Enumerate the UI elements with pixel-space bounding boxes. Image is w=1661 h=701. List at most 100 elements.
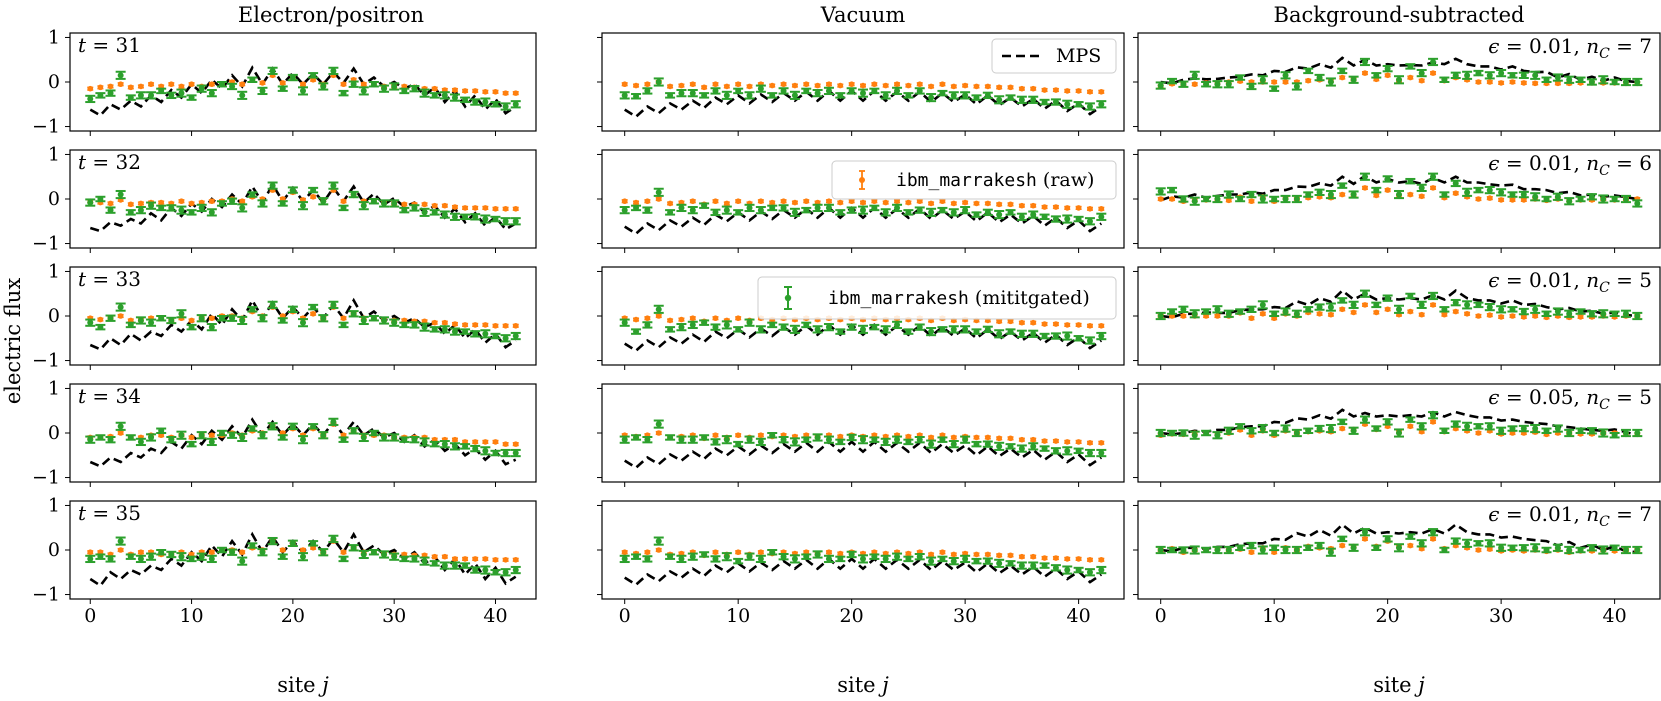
- raw-point: [882, 199, 889, 206]
- mitigated-point: [330, 182, 337, 189]
- mitigated-point: [1634, 200, 1641, 207]
- mitigated-point: [1305, 306, 1312, 313]
- raw-point: [209, 198, 215, 205]
- mitigated-point: [370, 430, 377, 436]
- mitigated-point: [780, 553, 787, 560]
- raw-point: [512, 441, 519, 447]
- raw-point: [1030, 553, 1037, 560]
- mitigated-point: [1180, 430, 1187, 436]
- mitigated-point: [1064, 333, 1071, 340]
- mitigated-point: [814, 551, 821, 558]
- mitigated-point: [1086, 337, 1093, 344]
- raw-point: [826, 549, 832, 556]
- mitigated-point: [239, 317, 246, 324]
- mitigated-point: [939, 555, 946, 562]
- mitigated-point: [984, 441, 991, 448]
- mitigated-point: [269, 538, 276, 545]
- raw-point: [97, 84, 104, 91]
- mitigated-point: [1041, 562, 1048, 569]
- mitigated-point: [431, 92, 438, 99]
- x-axis-label: site j: [277, 673, 329, 697]
- raw-point: [1087, 440, 1093, 446]
- raw-point: [107, 83, 114, 90]
- mitigated-point: [633, 328, 640, 335]
- mitigated-point: [381, 317, 388, 324]
- mitigated-point: [780, 324, 787, 331]
- mitigated-point: [158, 549, 165, 556]
- mitigated-point: [1622, 196, 1629, 202]
- panel-row1-electron-positron: 1 0 −1 t = 31: [32, 26, 537, 138]
- raw-point: [209, 315, 215, 322]
- mitigated-point: [1566, 76, 1573, 83]
- raw-point: [712, 198, 719, 205]
- mitigated-point: [667, 92, 674, 99]
- mitigated-point: [882, 555, 889, 562]
- mitigated-point: [871, 324, 878, 331]
- y-tick-label: 0: [48, 71, 60, 93]
- raw-point: [1041, 87, 1048, 93]
- mitigated-point: [117, 72, 124, 79]
- raw-point: [452, 556, 458, 562]
- mitigated-point: [916, 207, 923, 214]
- raw-point: [1521, 197, 1527, 203]
- mitigated-point: [996, 560, 1003, 567]
- mitigated-point: [1486, 72, 1493, 79]
- mitigated-point: [350, 544, 357, 551]
- mitigated-point: [381, 551, 388, 558]
- raw-point: [1452, 190, 1459, 197]
- mitigated-point: [1225, 427, 1232, 434]
- time-label: t = 33: [78, 267, 141, 291]
- mitigated-point: [814, 434, 821, 441]
- mitigated-point: [1622, 79, 1629, 85]
- mitigated-point: [1361, 173, 1368, 180]
- mitigated-point: [848, 551, 855, 558]
- mitigated-point: [678, 555, 685, 562]
- raw-point: [1373, 309, 1380, 316]
- raw-point: [1407, 191, 1414, 198]
- epsilon-nc-label: ϵ = 0.01, nC = 7: [1488, 34, 1652, 62]
- mitigated-point: [148, 434, 155, 441]
- mitigated-point: [462, 562, 469, 569]
- mitigated-point: [973, 211, 980, 218]
- mitigated-point: [1214, 306, 1221, 313]
- mitigated-point: [482, 99, 489, 106]
- mitigated-point: [340, 321, 347, 328]
- mitigated-point: [482, 330, 489, 337]
- raw-point: [492, 439, 499, 445]
- mitigated-point: [168, 551, 175, 558]
- mps-line: [624, 206, 1103, 236]
- raw-point: [209, 81, 215, 88]
- mitigated-point: [310, 540, 317, 547]
- mitigated-point: [814, 326, 821, 333]
- mitigated-point: [208, 90, 215, 97]
- mitigated-point: [391, 553, 398, 560]
- raw-point: [502, 90, 509, 96]
- mitigated-point: [1543, 427, 1550, 434]
- mitigated-point: [431, 441, 438, 448]
- raw-point: [667, 317, 673, 324]
- raw-point: [667, 200, 673, 207]
- mitigated-point: [472, 567, 479, 574]
- mitigated-point: [1018, 213, 1025, 220]
- mitigated-point: [370, 198, 377, 205]
- raw-point: [452, 87, 458, 93]
- mitigated-point: [1007, 94, 1014, 101]
- raw-point: [758, 432, 764, 439]
- mitigated-point: [218, 315, 225, 322]
- raw-point: [1098, 323, 1105, 329]
- mitigated-point: [1509, 191, 1516, 198]
- raw-point: [1098, 557, 1105, 563]
- mitigated-point: [1259, 196, 1266, 202]
- raw-point: [950, 434, 957, 441]
- mitigated-point: [689, 321, 696, 328]
- raw-point: [735, 432, 741, 439]
- mitigated-point: [1520, 425, 1527, 432]
- raw-point: [1418, 77, 1425, 84]
- mitigated-point: [198, 315, 205, 322]
- raw-point: [1430, 302, 1436, 308]
- mitigated-point: [391, 434, 398, 441]
- raw-point: [860, 82, 866, 89]
- mitigated-point: [1350, 301, 1357, 308]
- mitigated-point: [229, 198, 236, 205]
- mitigated-point: [1464, 72, 1471, 79]
